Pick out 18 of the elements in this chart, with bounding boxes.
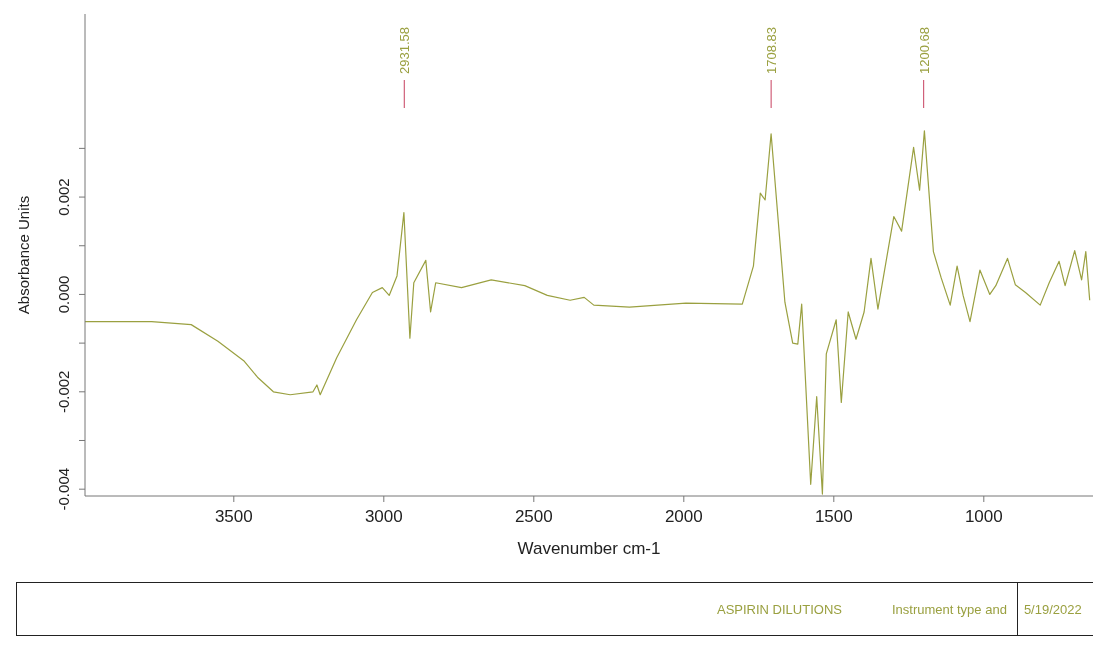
y-tick-label: -0.002: [55, 370, 72, 414]
y-tick-label: 0.002: [55, 178, 72, 216]
text: Instrument type and: [891, 601, 1007, 617]
y-axis-title: Absorbance Units: [15, 195, 33, 315]
x-tick-label: 3000: [364, 507, 403, 527]
text: 5/19/2022: [1016, 583, 1082, 635]
annotation: 2931.58: [397, 27, 413, 74]
text: ASPIRIN DILUTIONS: [717, 601, 842, 617]
x-tick-label: 1500: [814, 507, 853, 527]
y-tick-label: -0.004: [55, 467, 72, 511]
x-tick-label: 3500: [214, 507, 253, 527]
x-axis-title: Wavenumber cm-1: [517, 539, 661, 558]
x-tick-label: 2500: [514, 507, 553, 527]
y-tick-label: 0.000: [55, 275, 72, 314]
x-tick-label: 2000: [664, 507, 703, 527]
x-tick-label: 1000: [964, 507, 1003, 527]
annotation: 1708.83: [764, 27, 780, 74]
annotation: 1200.68: [916, 27, 932, 74]
